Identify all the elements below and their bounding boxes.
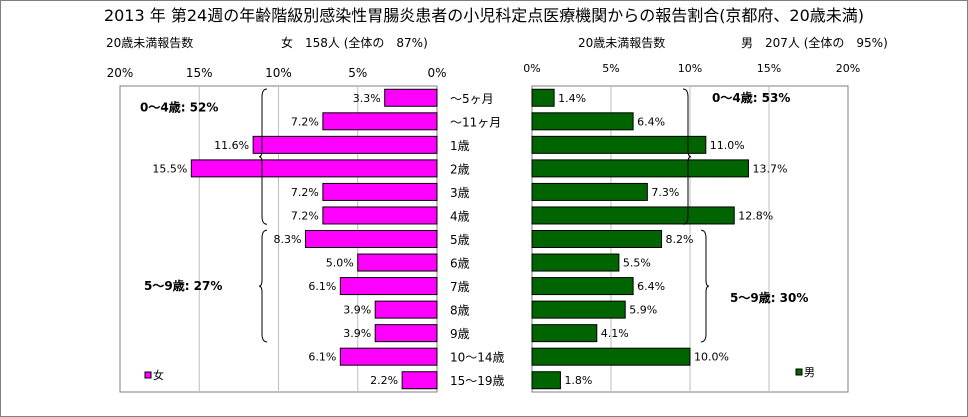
male-bar <box>531 277 634 296</box>
right-header-summary: 男 207人 (全体の 95%) <box>741 36 888 50</box>
left-header-summary: 女 158人 (全体の 87%) <box>281 36 428 50</box>
right-tick-label: 5% <box>602 62 619 75</box>
age-category-label: 1歳 <box>450 139 470 153</box>
legend-female-swatch <box>144 371 152 379</box>
left-tick-label: 5% <box>348 66 367 80</box>
right-annotation-0-4: 0～4歳: 53% <box>712 90 790 105</box>
age-category-label: 4歳 <box>450 209 470 223</box>
female-value-label: 2.2% <box>370 374 398 387</box>
female-bar <box>339 277 438 296</box>
right-tick-label: 10% <box>678 62 702 75</box>
female-value-label: 5.0% <box>326 257 354 270</box>
right-brace-5-9 <box>700 229 710 343</box>
right-brace-0-4 <box>682 88 692 225</box>
age-category-label: 6歳 <box>450 257 470 271</box>
left-brace-0-4 <box>258 88 268 225</box>
female-value-label: 6.1% <box>308 280 336 293</box>
age-category-label: ～5ヶ月 <box>450 92 494 106</box>
age-category-label: 10～14歳 <box>450 351 505 365</box>
female-value-label: 3.9% <box>343 327 371 340</box>
female-value-label: 11.6% <box>214 139 249 152</box>
male-value-label: 1.4% <box>558 92 586 105</box>
left-tick-label: 20% <box>107 66 134 80</box>
male-bar <box>531 88 555 107</box>
right-annotation-5-9: 5～9歳: 30% <box>730 290 808 305</box>
female-value-label: 7.2% <box>291 186 319 199</box>
female-bar <box>401 371 438 390</box>
male-bar <box>531 300 626 319</box>
female-bar <box>322 206 438 225</box>
female-value-label: 6.1% <box>308 351 336 364</box>
male-value-label: 1.8% <box>564 374 592 387</box>
left-tick-label: 10% <box>265 66 292 80</box>
legend-male-label: 男 <box>804 366 815 379</box>
male-bar <box>531 253 620 272</box>
left-annotation-0-4: 0～4歳: 52% <box>140 100 218 115</box>
male-value-label: 8.2% <box>666 233 694 246</box>
male-value-label: 6.4% <box>637 280 665 293</box>
left-header-label: 20歳未満報告数 <box>106 36 194 50</box>
female-value-label: 3.3% <box>353 92 381 105</box>
left-tick-label: 0% <box>427 66 446 80</box>
male-value-label: 11.0% <box>710 139 745 152</box>
age-category-label: 2歳 <box>450 162 470 176</box>
male-bar <box>531 324 598 343</box>
legend-male-swatch <box>795 368 803 376</box>
male-bar <box>531 135 707 154</box>
age-category-label: ～11ヶ月 <box>450 115 501 129</box>
female-value-label: 3.9% <box>343 304 371 317</box>
age-category-label: 8歳 <box>450 304 470 318</box>
male-bar <box>531 182 648 201</box>
male-bar <box>531 347 691 366</box>
age-category-label: 7歳 <box>450 280 470 294</box>
female-value-label: 7.2% <box>291 115 319 128</box>
legend-female-label: 女 <box>153 368 164 382</box>
right-header-label: 20歳未満報告数 <box>578 36 666 50</box>
right-tick-label: 15% <box>757 62 781 75</box>
right-tick-label: 0% <box>523 62 540 75</box>
age-category-label: 3歳 <box>450 186 470 200</box>
male-bar <box>531 371 561 390</box>
male-value-label: 7.3% <box>651 186 679 199</box>
male-bar <box>531 159 749 178</box>
age-category-label: 15～19歳 <box>450 374 505 388</box>
left-brace-5-9 <box>258 229 268 343</box>
age-category-label: 5歳 <box>450 233 470 247</box>
male-value-label: 13.7% <box>752 162 787 175</box>
female-value-label: 7.2% <box>291 209 319 222</box>
female-bar <box>322 182 438 201</box>
male-bar <box>531 206 735 225</box>
female-bar <box>304 230 438 248</box>
female-bar <box>252 135 438 154</box>
male-value-label: 12.8% <box>738 209 773 222</box>
female-bar <box>322 112 438 131</box>
left-tick-label: 15% <box>186 66 213 80</box>
male-value-label: 5.9% <box>629 304 657 317</box>
chart-title: 2013 年 第24週の年齢階級別感染性胃腸炎患者の小児科定点医療機関からの報告… <box>103 6 865 25</box>
male-value-label: 4.1% <box>601 327 629 340</box>
female-bar <box>190 159 438 178</box>
female-bar <box>374 300 438 319</box>
female-value-label: 8.3% <box>273 233 301 246</box>
male-bar <box>531 230 663 248</box>
female-bar <box>339 347 438 366</box>
right-tick-label: 20% <box>836 62 860 75</box>
female-bar <box>384 88 438 107</box>
female-bar <box>357 253 438 272</box>
left-annotation-5-9: 5～9歳: 27% <box>144 278 222 293</box>
male-bar <box>531 112 634 131</box>
female-value-label: 15.5% <box>152 162 187 175</box>
female-bar <box>374 324 438 343</box>
male-value-label: 6.4% <box>637 115 665 128</box>
male-value-label: 10.0% <box>694 351 729 364</box>
male-value-label: 5.5% <box>623 257 651 270</box>
age-category-label: 9歳 <box>450 327 470 341</box>
